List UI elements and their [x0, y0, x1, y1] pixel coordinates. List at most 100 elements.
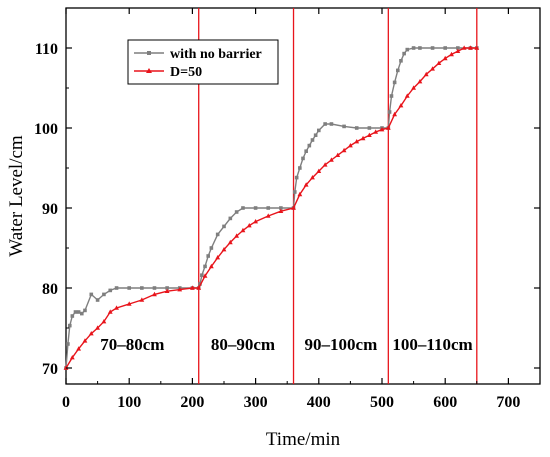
- data-point: [316, 168, 322, 173]
- data-point: [89, 292, 94, 297]
- x-tick-label: 100: [117, 394, 141, 411]
- data-point: [234, 233, 240, 238]
- data-point: [234, 210, 239, 214]
- data-point: [468, 45, 473, 50]
- data-point: [95, 298, 100, 302]
- data-point: [152, 286, 157, 290]
- y-axis-ticks: 70 80 90 100 110: [34, 41, 540, 378]
- data-point: [227, 239, 233, 245]
- data-point: [307, 143, 312, 148]
- data-point: [76, 310, 81, 314]
- data-point: [417, 79, 423, 84]
- data-point: [335, 152, 341, 157]
- data-point: [140, 286, 144, 290]
- x-tick-label: 400: [307, 394, 331, 411]
- data-point: [297, 191, 303, 197]
- phase-dividers: [198, 8, 478, 384]
- data-point: [196, 285, 202, 290]
- data-point: [108, 288, 113, 293]
- data-point: [76, 346, 82, 351]
- x-tick-label: 300: [244, 394, 268, 411]
- data-point: [102, 292, 106, 297]
- legend: with no barrier D=50: [127, 39, 279, 85]
- phase-label: 100–110cm: [392, 335, 472, 354]
- data-point: [126, 301, 132, 306]
- data-point: [461, 45, 467, 50]
- x-tick-label: 200: [180, 394, 204, 411]
- data-point: [69, 355, 75, 360]
- data-point: [341, 147, 347, 153]
- data-point: [411, 46, 416, 50]
- data-point: [177, 287, 183, 292]
- data-point: [396, 68, 400, 73]
- data-point: [449, 51, 454, 57]
- x-axis-title: Time/min: [266, 429, 341, 450]
- data-point: [418, 46, 422, 50]
- data-point: [291, 205, 296, 210]
- data-point: [241, 206, 245, 210]
- y-tick-label: 70: [42, 361, 58, 378]
- data-point: [379, 127, 385, 132]
- data-point: [298, 166, 302, 170]
- data-point: [165, 286, 169, 290]
- legend-label: D=50: [170, 65, 202, 80]
- data-point: [348, 143, 353, 148]
- plot-frame: [65, 7, 541, 385]
- data-point: [114, 286, 119, 290]
- y-tick-label: 110: [35, 41, 58, 58]
- data-point: [152, 291, 157, 297]
- data-point: [292, 190, 297, 194]
- data-point: [310, 175, 315, 180]
- data-point: [278, 208, 284, 213]
- data-point: [436, 60, 442, 65]
- data-point: [366, 132, 372, 137]
- data-point: [208, 263, 214, 269]
- data-point: [198, 282, 202, 286]
- data-point: [398, 103, 404, 108]
- y-tick-label: 100: [34, 121, 58, 138]
- x-tick-label: 600: [433, 394, 457, 411]
- data-point: [209, 246, 214, 250]
- data-point: [389, 94, 394, 98]
- data-point: [354, 139, 360, 144]
- data-point: [342, 124, 346, 129]
- data-point: [215, 255, 221, 260]
- data-point: [107, 309, 113, 314]
- x-tick-label: 500: [370, 394, 394, 411]
- x-tick-label: 700: [496, 394, 520, 411]
- data-point: [240, 227, 246, 233]
- data-point: [83, 308, 87, 313]
- data-point: [322, 162, 328, 167]
- data-point: [474, 45, 480, 50]
- data-point: [200, 273, 204, 277]
- data-point: [66, 342, 70, 346]
- data-point: [253, 219, 258, 224]
- data-point: [80, 311, 84, 316]
- data-point: [430, 46, 435, 50]
- data-point: [203, 264, 207, 269]
- phase-label: 80–90cm: [211, 335, 275, 354]
- data-point: [399, 59, 403, 63]
- data-point: [430, 66, 435, 71]
- data-point: [304, 149, 308, 153]
- data-point: [404, 93, 410, 98]
- data-point: [317, 128, 321, 133]
- legend-label: with no barrier: [170, 47, 262, 62]
- data-point: [373, 129, 379, 134]
- phase-label: 90–100cm: [305, 335, 378, 354]
- data-point: [266, 206, 271, 210]
- data-point: [360, 135, 366, 141]
- data-point: [279, 206, 283, 210]
- data-point: [202, 273, 208, 278]
- data-point: [443, 46, 447, 50]
- data-point: [455, 48, 461, 53]
- data-point: [310, 138, 315, 142]
- y-tick-label: 80: [42, 281, 58, 298]
- data-point: [139, 297, 145, 302]
- data-point: [114, 305, 119, 310]
- data-point: [164, 288, 170, 293]
- data-point: [95, 325, 100, 330]
- data-point: [402, 51, 406, 56]
- data-point: [392, 111, 398, 117]
